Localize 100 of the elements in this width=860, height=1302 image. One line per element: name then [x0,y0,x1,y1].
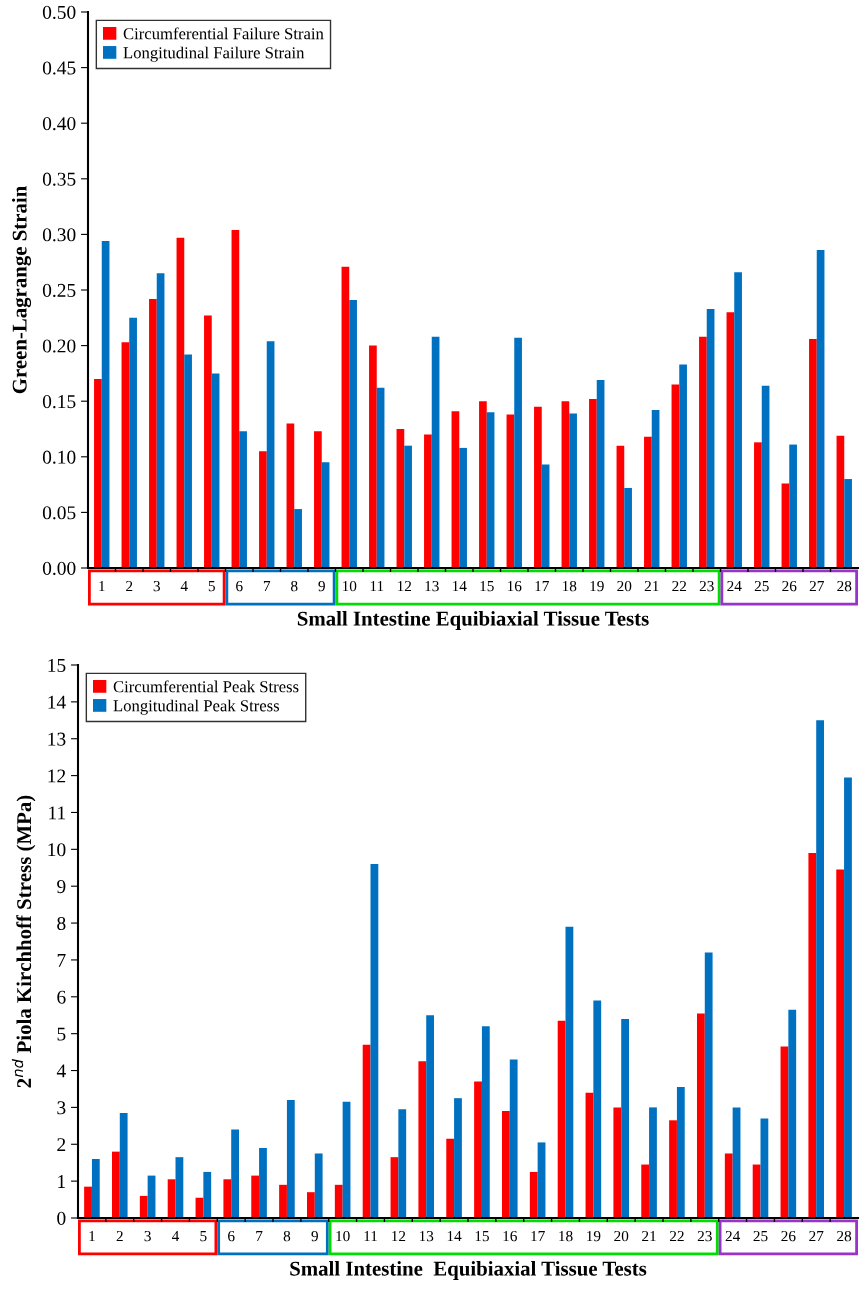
x-tick-label: 5 [208,581,215,592]
y-tick-label: 0.05 [42,506,76,520]
bar [706,308,715,568]
y-tick-label: 9 [57,880,66,894]
y-tick-label: 6 [57,990,66,1004]
x-tick-label: 12 [397,580,412,592]
x-tick-label: 11 [364,1231,377,1242]
y-tick-label: 0.20 [42,339,76,353]
bar [781,483,790,568]
bar [486,412,495,568]
x-tick-label: 14 [452,581,467,592]
bar [506,414,515,568]
x-tick-label: 4 [171,1231,180,1242]
bar [726,312,735,568]
x-tick-label: 18 [562,580,577,592]
bar [119,1112,128,1218]
x-tick-label: 10 [342,580,357,592]
y-tick-label: 0 [57,1211,66,1225]
y-tick-label: 0.35 [42,172,76,186]
bar [231,229,240,568]
bar [754,442,762,568]
bar [231,1129,240,1218]
x-tick-label: 8 [291,580,298,592]
bar [239,431,247,568]
bar [341,266,350,568]
y-tick-label: 5 [57,1027,66,1041]
bar [501,1111,510,1218]
bar [176,237,185,568]
bar [129,317,137,568]
x-tick-label: 16 [507,580,522,592]
x-tick-label: 26 [782,580,797,592]
bar [286,1100,295,1218]
bar [398,1109,407,1218]
y-tick-label: 14 [48,695,66,709]
bar [376,387,385,568]
bar [529,1171,538,1218]
bar [724,1153,733,1218]
x-tick-label: 19 [587,1230,601,1242]
x-axis-title: Small Intestine Equibiaxial Tissue Tests [290,1261,647,1280]
bar [84,1186,92,1218]
bar [184,354,192,568]
x-tick-label: 17 [531,1231,545,1242]
bar [809,338,817,568]
bar [259,1147,267,1218]
bar [761,385,770,568]
y-tick-label: 8 [57,916,66,930]
legend-label: Circumferential Failure Strain [123,27,324,40]
y-axis-title: 2$^{nd}$ Piola Kirchhoff Stress (MPa) [11,795,36,1088]
bar [459,447,467,568]
x-tick-label: 5 [200,1231,207,1242]
legend-label: Longitudinal Peak Stress [113,699,280,715]
x-tick-label: 17 [535,581,549,592]
x-tick-label: 2 [126,580,133,592]
bar [451,411,460,568]
bar [760,1118,769,1218]
bar [349,300,357,568]
bar [321,462,330,568]
x-tick-label: 24 [725,1230,741,1242]
bar [816,720,825,1218]
x-axis-title: Small Intestine Equibiaxial Tissue Tests [297,611,649,630]
x-tick-label: 28 [837,1230,852,1242]
bar [557,1020,566,1218]
bar [334,1184,343,1218]
y-tick-label: 0.45 [42,61,76,75]
x-tick-label: 10 [336,1230,350,1242]
bar [156,273,165,568]
x-tick-label: 13 [419,1230,434,1242]
x-tick-label: 20 [614,1230,629,1242]
bar [314,1153,323,1218]
bar [446,1138,455,1218]
y-tick-label: 0.50 [42,5,76,20]
x-tick-label: 26 [781,1230,796,1242]
bar [211,373,220,568]
x-tick-label: 22 [669,1230,684,1242]
x-tick-label: 28 [837,580,852,592]
x-tick-label: 21 [642,1230,656,1242]
bar [596,380,605,568]
x-tick-label: 22 [672,580,687,592]
x-tick-label: 2 [116,1230,123,1242]
x-tick-label: 21 [644,580,659,592]
bar [94,378,102,568]
bar [734,272,742,568]
bar [593,1000,602,1218]
bar [362,1044,371,1218]
y-tick-label: 12 [48,769,66,783]
x-tick-label: 25 [754,580,769,592]
legend-label: Circumferential Peak Stress [113,680,299,693]
y-tick-label: 3 [57,1101,66,1115]
bar [616,445,625,568]
bar [676,1087,685,1218]
x-tick-label: 23 [699,580,714,592]
y-tick-label: 0.25 [42,283,76,298]
bar [679,364,687,568]
y-tick-label: 4 [56,1064,66,1078]
x-tick-label: 9 [318,580,325,592]
bar [266,341,275,568]
bar [426,1015,435,1218]
x-tick-label: 27 [809,580,824,592]
bar [789,444,797,568]
x-tick-label: 23 [697,1230,712,1242]
